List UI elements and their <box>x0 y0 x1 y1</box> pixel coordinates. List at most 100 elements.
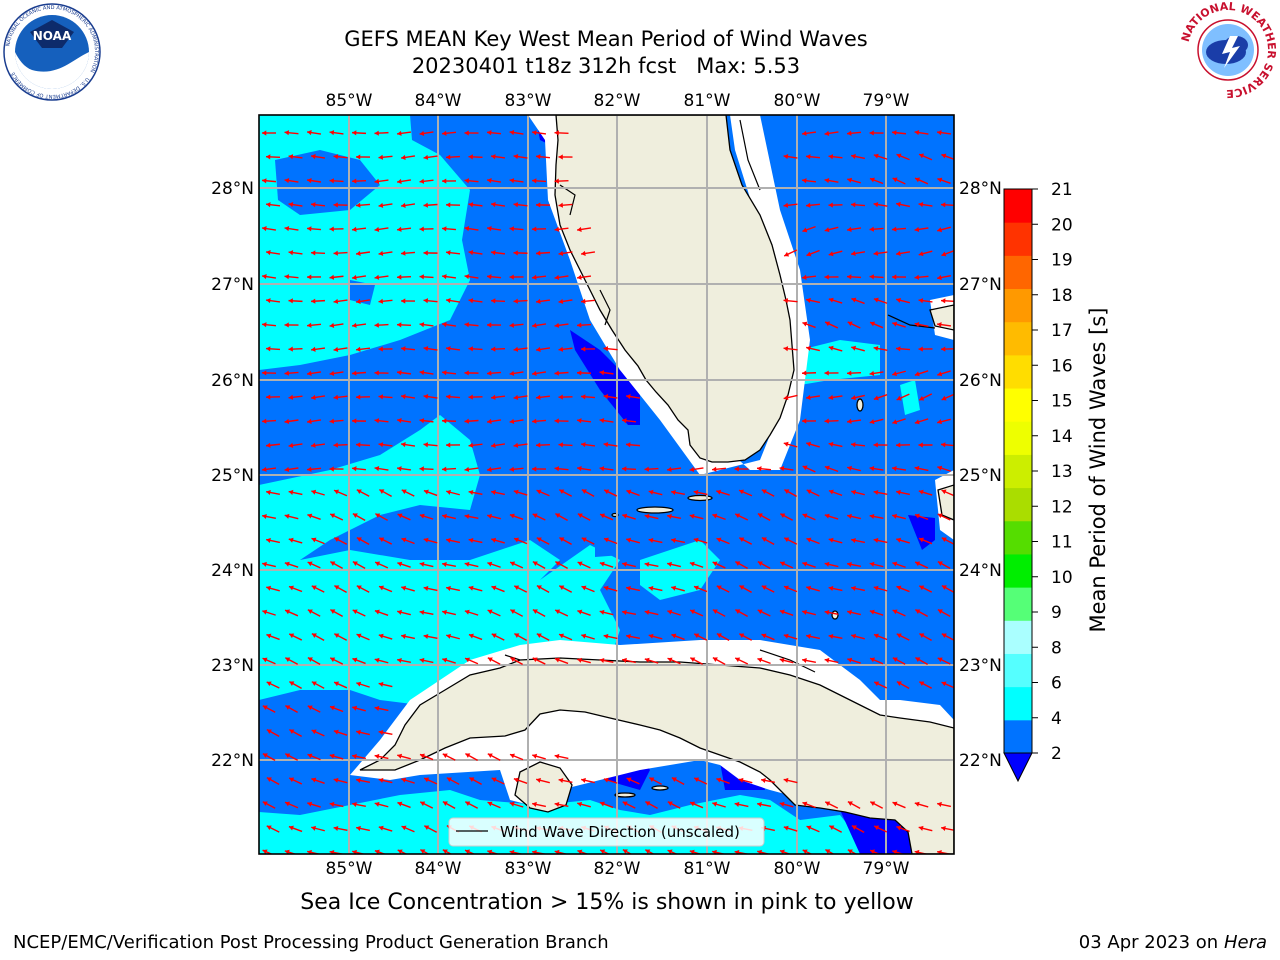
direction-arrowhead <box>783 441 789 447</box>
direction-arrowhead <box>532 801 537 807</box>
direction-arrowhead <box>847 801 853 806</box>
direction-arrowhead <box>870 657 876 663</box>
direction-arrowhead <box>333 729 339 735</box>
direction-arrowhead <box>532 370 537 376</box>
direction-arrowhead <box>761 777 766 784</box>
direction-arrowhead <box>397 609 402 615</box>
direction-arrowhead <box>536 298 541 304</box>
direction-arrowhead <box>824 561 830 567</box>
direction-arrowhead <box>307 130 312 136</box>
direction-arrowhead <box>329 801 335 807</box>
direction-arrowhead <box>446 298 451 304</box>
direction-arrowhead <box>802 370 807 376</box>
direction-arrowhead <box>716 633 722 638</box>
direction-arrowhead <box>289 729 295 734</box>
direction-arrowhead <box>487 322 492 328</box>
direction-arrowhead <box>555 609 561 615</box>
direction-arrowhead <box>690 657 696 663</box>
direction-arrowhead <box>262 370 267 376</box>
direction-arrowhead <box>626 537 632 543</box>
direction-arrowhead <box>509 849 515 854</box>
direction-arrowhead <box>941 298 946 304</box>
direction-arrowhead <box>784 489 790 494</box>
direction-arrowhead <box>851 202 856 208</box>
direction-arrowhead <box>802 465 808 471</box>
direction-arrowhead <box>307 513 313 519</box>
direction-arrowhead <box>378 346 383 352</box>
direction-arrowhead <box>532 609 538 614</box>
direction-arrowhead <box>289 633 295 639</box>
direction-arrowhead <box>333 154 339 160</box>
direction-arrowhead <box>513 154 519 160</box>
colorbar-tick-label: 8 <box>1051 638 1062 658</box>
direction-arrowhead <box>288 442 294 448</box>
direction-arrowhead <box>689 466 695 472</box>
direction-arrowhead <box>513 394 519 400</box>
direction-arrowhead <box>914 849 920 854</box>
direction-arrowhead <box>266 154 271 160</box>
direction-arrowhead <box>491 633 497 639</box>
direction-arrowhead <box>870 321 875 327</box>
direction-arrowhead <box>311 729 317 735</box>
direction-arrowhead <box>532 466 537 472</box>
lon-label: 81°W <box>684 91 731 111</box>
direction-arrowhead <box>491 537 497 543</box>
direction-arrowhead <box>937 322 942 328</box>
direction-arrowhead <box>847 657 853 663</box>
direction-arrowhead <box>847 226 852 232</box>
direction-arrowhead <box>374 274 380 280</box>
direction-arrowhead <box>266 729 272 734</box>
direction-arrowhead <box>397 801 403 807</box>
direction-arrowhead <box>873 633 879 639</box>
direction-arrowhead <box>581 585 587 591</box>
colorbar-segment <box>1004 189 1032 223</box>
direction-arrowhead <box>419 178 425 184</box>
direction-arrowhead <box>914 419 920 425</box>
direction-arrowhead <box>559 633 564 639</box>
colorbar-segment <box>1004 653 1032 688</box>
colorbar-tick-label: 14 <box>1051 427 1073 447</box>
direction-arrowhead <box>464 370 469 376</box>
direction-arrowhead <box>937 561 943 566</box>
direction-arrowhead <box>262 178 267 184</box>
direction-arrowhead <box>288 537 294 543</box>
direction-arrowhead <box>307 657 313 662</box>
direction-arrowhead <box>892 561 898 567</box>
direction-arrowhead <box>869 419 875 425</box>
direction-arrowhead <box>603 394 609 400</box>
direction-arrowhead <box>914 513 920 519</box>
direction-arrowhead <box>262 561 267 567</box>
direction-arrowhead <box>356 585 362 591</box>
direction-arrowhead <box>712 657 718 662</box>
direction-arrowhead <box>329 130 335 136</box>
direction-arrowhead <box>644 561 650 568</box>
direction-arrowhead <box>577 226 582 232</box>
direction-arrowhead <box>739 585 745 590</box>
direction-arrowhead <box>558 250 564 256</box>
direction-arrowhead <box>330 561 336 566</box>
direction-arrowhead <box>554 370 559 376</box>
colorbar-tick-label: 17 <box>1051 321 1073 341</box>
direction-arrowhead <box>870 849 876 854</box>
direction-arrowhead <box>262 418 267 424</box>
direction-arrowhead <box>937 371 943 377</box>
direction-arrowhead <box>352 513 358 518</box>
direction-arrowhead <box>536 777 541 783</box>
lat-label: 28°N <box>211 179 254 199</box>
direction-arrowhead <box>806 537 812 543</box>
direction-arrowhead <box>356 394 361 400</box>
direction-arrowhead <box>423 346 429 352</box>
direction-arrowhead <box>581 489 587 494</box>
direction-arrowhead <box>828 441 834 447</box>
direction-arrowhead <box>869 177 875 183</box>
direction-arrowhead <box>423 537 429 543</box>
direction-arrowhead <box>374 609 380 615</box>
direction-arrowhead <box>919 153 925 159</box>
lat-label: 27°N <box>211 275 254 295</box>
direction-arrowhead <box>825 321 831 327</box>
direction-arrowhead <box>509 130 515 136</box>
direction-arrowhead <box>847 561 852 568</box>
direction-arrowhead <box>532 753 538 759</box>
colorbar-tick-label: 10 <box>1051 568 1073 588</box>
direction-arrowhead <box>734 849 740 854</box>
